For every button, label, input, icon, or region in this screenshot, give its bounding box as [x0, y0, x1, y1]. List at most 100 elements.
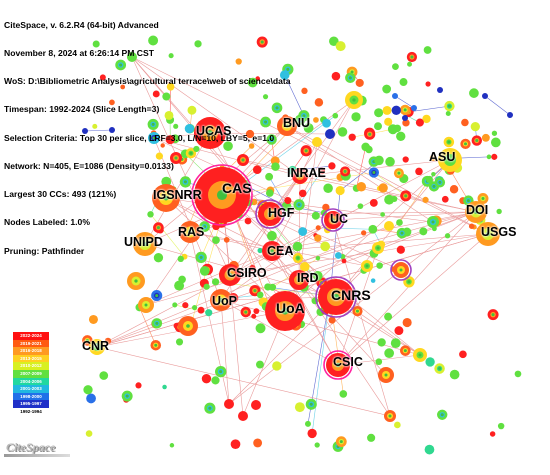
network-node[interactable] — [253, 308, 260, 315]
network-node[interactable] — [147, 211, 154, 218]
network-node[interactable] — [374, 155, 384, 166]
network-node[interactable] — [335, 41, 346, 52]
network-node[interactable] — [365, 145, 373, 154]
network-node[interactable] — [445, 110, 451, 117]
network-node[interactable] — [392, 93, 398, 99]
network-node[interactable] — [109, 127, 115, 133]
network-node[interactable] — [99, 371, 109, 380]
network-node[interactable] — [424, 444, 435, 455]
node-label-cas[interactable]: CAS — [222, 180, 252, 196]
network-node[interactable] — [369, 198, 378, 207]
network-node[interactable] — [238, 411, 248, 421]
network-node[interactable] — [88, 314, 98, 324]
network-node[interactable] — [325, 129, 335, 139]
network-node[interactable] — [449, 369, 460, 380]
network-node[interactable] — [449, 185, 459, 194]
network-node[interactable] — [322, 203, 330, 211]
node-label-ird[interactable]: IRD — [297, 271, 319, 285]
network-node[interactable] — [298, 227, 308, 236]
node-label-igsnrr[interactable]: IGSNRR — [153, 188, 202, 202]
network-node[interactable] — [491, 153, 498, 160]
network-node[interactable] — [92, 40, 100, 48]
network-node[interactable] — [223, 237, 230, 243]
network-node[interactable] — [437, 87, 443, 93]
network-node[interactable] — [292, 241, 303, 252]
network-node[interactable] — [377, 338, 386, 347]
network-node[interactable] — [255, 323, 266, 334]
network-node[interactable] — [315, 255, 321, 261]
network-node[interactable] — [223, 141, 233, 151]
network-node[interactable] — [444, 233, 451, 239]
network-node[interactable] — [294, 402, 305, 413]
network-node[interactable] — [361, 230, 367, 236]
network-node[interactable] — [300, 261, 310, 272]
network-node[interactable] — [368, 224, 378, 234]
network-node[interactable] — [411, 105, 417, 111]
network-node[interactable] — [177, 255, 184, 263]
network-node[interactable] — [384, 312, 393, 321]
network-node[interactable] — [197, 306, 205, 314]
network-node[interactable] — [265, 172, 274, 181]
network-node[interactable] — [335, 185, 345, 196]
network-node[interactable] — [459, 350, 467, 359]
network-node[interactable] — [429, 154, 437, 161]
network-node[interactable] — [394, 326, 404, 336]
network-node[interactable] — [203, 283, 210, 290]
node-label-doi[interactable]: DOI — [466, 203, 489, 217]
network-node[interactable] — [247, 77, 258, 88]
network-node[interactable] — [248, 143, 255, 149]
network-node[interactable] — [334, 252, 342, 259]
network-node[interactable] — [162, 92, 171, 101]
network-node[interactable] — [298, 189, 307, 198]
network-node[interactable] — [394, 421, 401, 429]
network-node[interactable] — [201, 373, 212, 384]
network-node[interactable] — [166, 82, 175, 91]
network-node[interactable] — [375, 358, 383, 366]
network-node[interactable] — [425, 81, 431, 87]
network-node[interactable] — [86, 393, 96, 404]
network-node[interactable] — [407, 61, 412, 67]
node-label-csiro[interactable]: CSIRO — [227, 266, 267, 280]
network-node[interactable] — [461, 118, 469, 127]
network-node[interactable] — [384, 348, 395, 359]
network-node[interactable] — [191, 304, 198, 311]
network-node[interactable] — [279, 70, 290, 80]
node-label-csic[interactable]: CSIC — [333, 355, 363, 369]
network-node[interactable] — [251, 313, 257, 319]
network-node[interactable] — [489, 431, 496, 437]
network-node[interactable] — [174, 280, 185, 291]
network-node[interactable] — [175, 338, 184, 346]
network-node[interactable] — [314, 234, 322, 242]
network-node[interactable] — [304, 420, 311, 427]
network-node[interactable] — [155, 152, 163, 160]
network-node[interactable] — [374, 108, 384, 118]
network-node[interactable] — [391, 105, 401, 115]
network-node[interactable] — [272, 361, 282, 371]
network-node[interactable] — [514, 370, 522, 378]
network-node[interactable] — [312, 270, 323, 281]
network-node[interactable] — [382, 105, 392, 115]
network-node[interactable] — [329, 36, 339, 47]
network-node[interactable] — [357, 203, 364, 210]
network-node[interactable] — [481, 133, 490, 142]
network-node[interactable] — [224, 399, 234, 409]
network-node[interactable] — [230, 439, 241, 450]
node-label-unipd[interactable]: UNIPD — [124, 235, 163, 249]
node-label-bnu[interactable]: BNU — [283, 116, 311, 130]
network-node[interactable] — [328, 162, 336, 170]
network-node[interactable] — [161, 176, 172, 187]
network-node[interactable] — [252, 165, 262, 175]
network-node[interactable] — [169, 443, 175, 448]
network-node[interactable] — [341, 258, 347, 264]
network-node[interactable] — [271, 162, 280, 171]
network-node[interactable] — [385, 156, 395, 167]
network-node[interactable] — [148, 35, 159, 46]
network-node[interactable] — [482, 93, 488, 99]
network-node[interactable] — [402, 119, 410, 127]
network-node[interactable] — [380, 212, 385, 217]
network-node[interactable] — [120, 84, 126, 90]
network-node[interactable] — [109, 99, 115, 106]
network-node[interactable] — [253, 438, 263, 448]
network-node[interactable] — [423, 46, 432, 54]
network-node[interactable] — [262, 94, 269, 100]
